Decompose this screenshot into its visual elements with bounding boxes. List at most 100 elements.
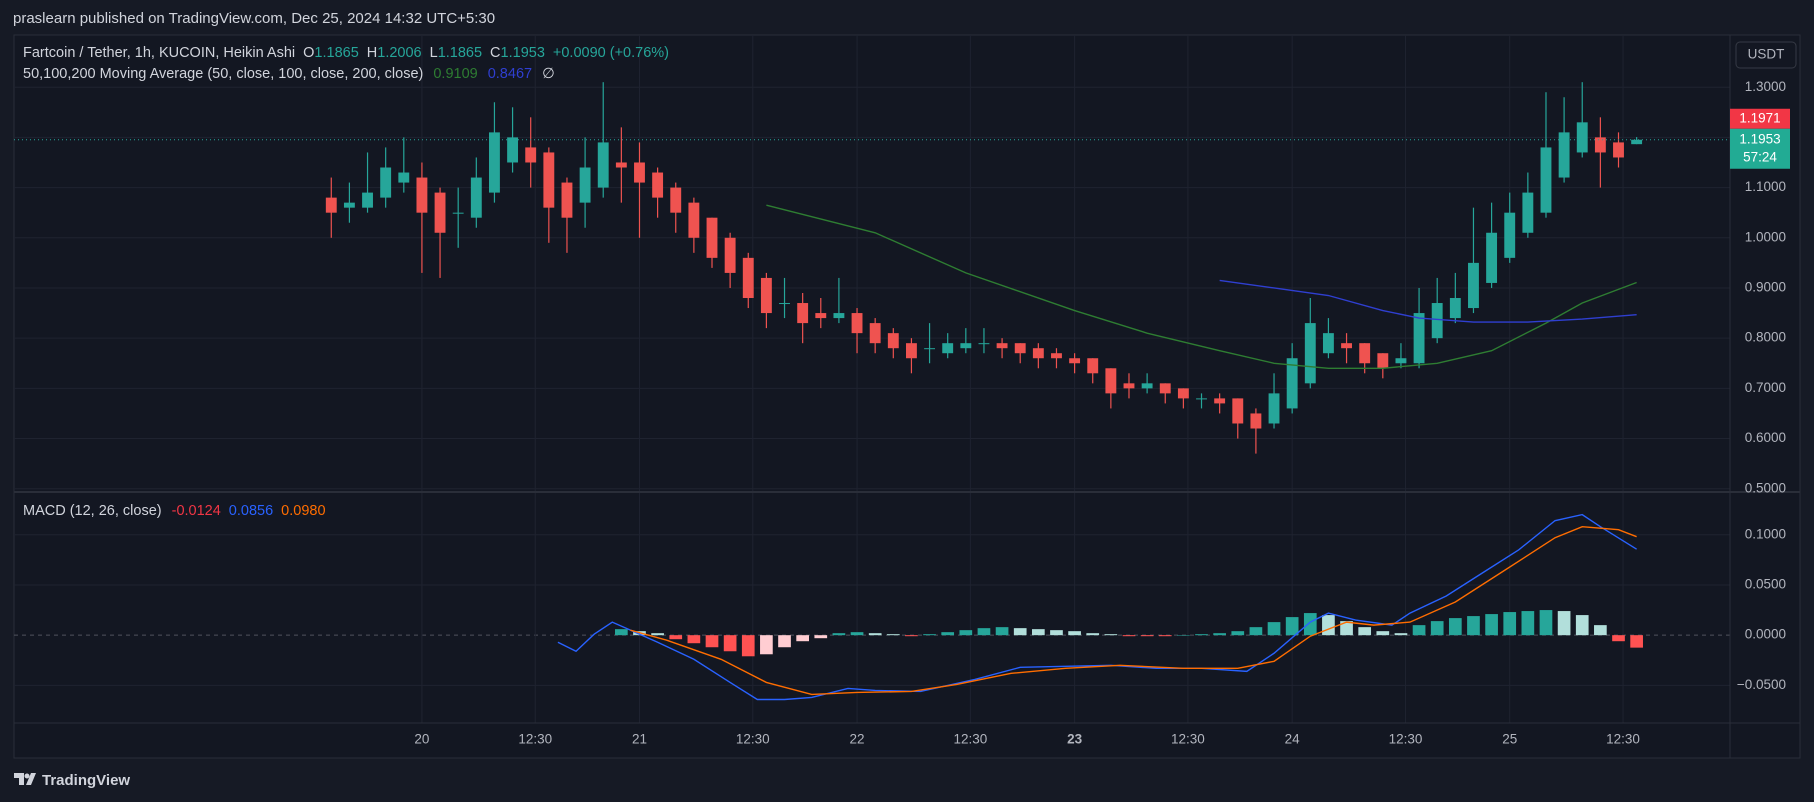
histogram-bar [832,633,846,636]
tradingview-logo [14,773,36,785]
ohlc-value: 1.1865 [314,45,358,61]
candle-body [452,212,464,214]
candle-body [543,152,555,208]
candle-body [1232,398,1244,424]
histogram-value: -0.0124 [172,503,221,519]
histogram-bar [1412,625,1426,636]
ohlc-letter: O [303,45,314,61]
candle-body [960,343,972,349]
histogram-bar [1322,615,1335,636]
macd-value: 0.0856 [229,503,273,519]
candle-body [1613,142,1624,158]
candle-body [1504,212,1516,258]
histogram-bar [651,633,664,636]
histogram-bar [1630,635,1643,648]
x-tick-label: 12:30 [953,732,987,747]
logo-icon [14,773,36,785]
histogram-bar [723,635,737,652]
histogram-bar [1503,612,1517,636]
x-tick-label: 12:30 [1606,732,1640,747]
chart-frame [13,34,1801,759]
candle-body [380,167,392,198]
histogram-bar [1231,631,1245,636]
marks-layer: 0.5000 0.6000 0.7000 0.8000 0.9000 1.0000 1.10… [14,79,1790,747]
candle-body [996,343,1008,349]
histogram-bar [1013,628,1027,636]
candle-body [905,343,917,359]
histogram-bar [1612,635,1625,642]
candle-body [1196,398,1207,400]
candle-body [1286,358,1298,409]
candle-body [1250,413,1262,429]
candle-body [1431,303,1443,339]
histogram-bar [1213,633,1226,636]
candle-body [1087,358,1099,374]
candle-body [1522,192,1534,233]
candle-body [470,177,482,218]
currency-label[interactable]: USDT [1748,47,1785,62]
histogram-bar [1467,616,1480,636]
candle-body [507,137,519,163]
candle-body [1141,383,1153,389]
logo-dot [24,773,30,779]
histogram-bar [1177,635,1190,636]
histogram-bar [1104,634,1118,636]
candle-body [869,323,881,344]
candle-body [525,147,537,163]
candle-body [1159,383,1171,394]
histogram-bar [941,632,955,636]
currency-button[interactable] [1735,41,1797,69]
candle-body [1576,122,1588,153]
y-tick-label: −0.0500 [1737,677,1786,692]
candle-body [579,167,591,203]
candle-body [489,132,500,193]
indicator-value: 0.9109 [433,66,477,82]
countdown-label: 57:24 [1743,149,1777,164]
candle-body [815,313,827,319]
candle-body [779,303,790,305]
candle-body [1105,368,1117,394]
histogram-bar [1448,618,1462,636]
candle-body [978,343,990,345]
histogram-bar [687,635,701,644]
y-tick-label: 0.8000 [1745,330,1786,345]
histogram-bar [615,629,628,636]
ohlc-letter: L [430,45,438,61]
line-series [630,525,1637,696]
histogram-bar [1303,613,1317,636]
histogram-bar [923,634,936,636]
ohlc-value: 1.2006 [377,45,421,61]
line-series [1219,279,1637,323]
candle-body [362,192,373,208]
candle-body [1540,147,1552,213]
histogram-bar [1539,610,1553,636]
histogram-bar [814,635,828,639]
candle-body [833,313,845,319]
change-label: +0.0090 (+0.76%) [553,45,669,61]
macd-title: MACD (12, 26, close) [23,503,162,519]
y-tick-label: 0.5000 [1745,480,1786,495]
histogram-bar [995,627,1009,636]
histogram-bar [705,635,719,648]
candle-body [1304,323,1316,384]
histogram-bar [1340,621,1353,636]
candle-body [1322,333,1334,354]
histogram-bar [850,632,864,636]
histogram-bar [905,635,918,637]
candle-body [1069,358,1081,364]
histogram-bar [1031,629,1045,636]
candle-body [561,182,573,218]
indicator-legend: 50,100,200 Moving Average (50, close, 10… [23,66,555,82]
candle-body [1123,383,1135,389]
price-label: 1.1953 [1739,131,1780,146]
y-tick-label: 1.0000 [1745,229,1786,244]
histogram-bar [1485,614,1498,636]
candle-body [1268,393,1280,424]
candle-body [797,303,809,324]
x-tick-label: 21 [632,732,647,747]
candle-body [942,343,954,354]
histogram-bar [1195,634,1208,636]
signal-value: 0.0980 [281,503,325,519]
candle-body [688,202,700,238]
symbol-title: Fartcoin / Tether, 1h, KUCOIN, Heikin As… [23,45,295,61]
